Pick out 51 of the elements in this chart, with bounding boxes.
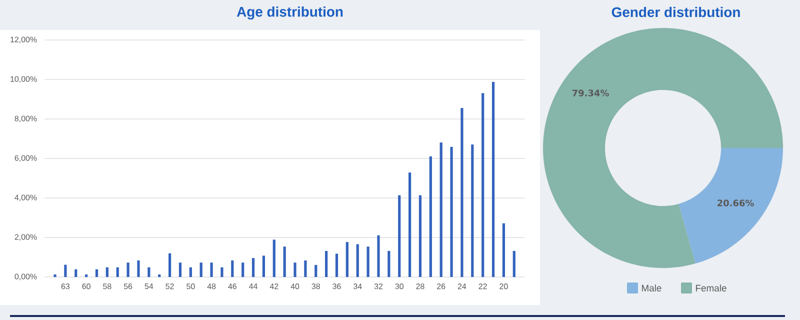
bar [388,250,390,277]
bar [356,244,359,277]
bar [335,254,338,277]
bar [220,267,224,277]
bar [398,195,401,277]
bar [137,260,140,277]
chart-title: Gender distribution [612,6,740,18]
bar [492,82,495,277]
bar [346,242,348,277]
bar [189,267,192,277]
bar [512,250,516,277]
bar [95,269,98,277]
bar [283,246,286,277]
bar [450,146,453,277]
bar [158,274,161,277]
bar [482,93,484,277]
chart-title: Age distribution [236,6,343,20]
bar [304,260,307,277]
bar [148,267,150,277]
bar [460,108,464,277]
bar [85,274,88,277]
bar [54,274,56,277]
bar [64,264,67,277]
data-label: 79.34% [572,90,609,96]
bar [74,269,78,277]
bar [210,262,213,277]
legend-label: Female [696,284,726,292]
bar [408,172,412,277]
bar [126,262,130,277]
bar [178,262,182,277]
bar [471,144,474,277]
bar [106,267,108,277]
data-label: 20.66% [718,200,754,206]
bar [502,223,505,277]
bar [200,262,202,277]
bar [418,195,422,277]
bar [440,142,442,277]
bar [168,253,172,277]
legend-label: Male [642,284,662,292]
bar [116,267,119,277]
bar [272,240,276,277]
bar [252,258,255,277]
bar [242,262,244,277]
bar [377,235,380,277]
bar [366,246,370,277]
bar [294,262,296,277]
bar [231,260,234,277]
bar [262,256,265,277]
bar [429,156,432,277]
bar [314,264,318,277]
bar [325,250,328,277]
